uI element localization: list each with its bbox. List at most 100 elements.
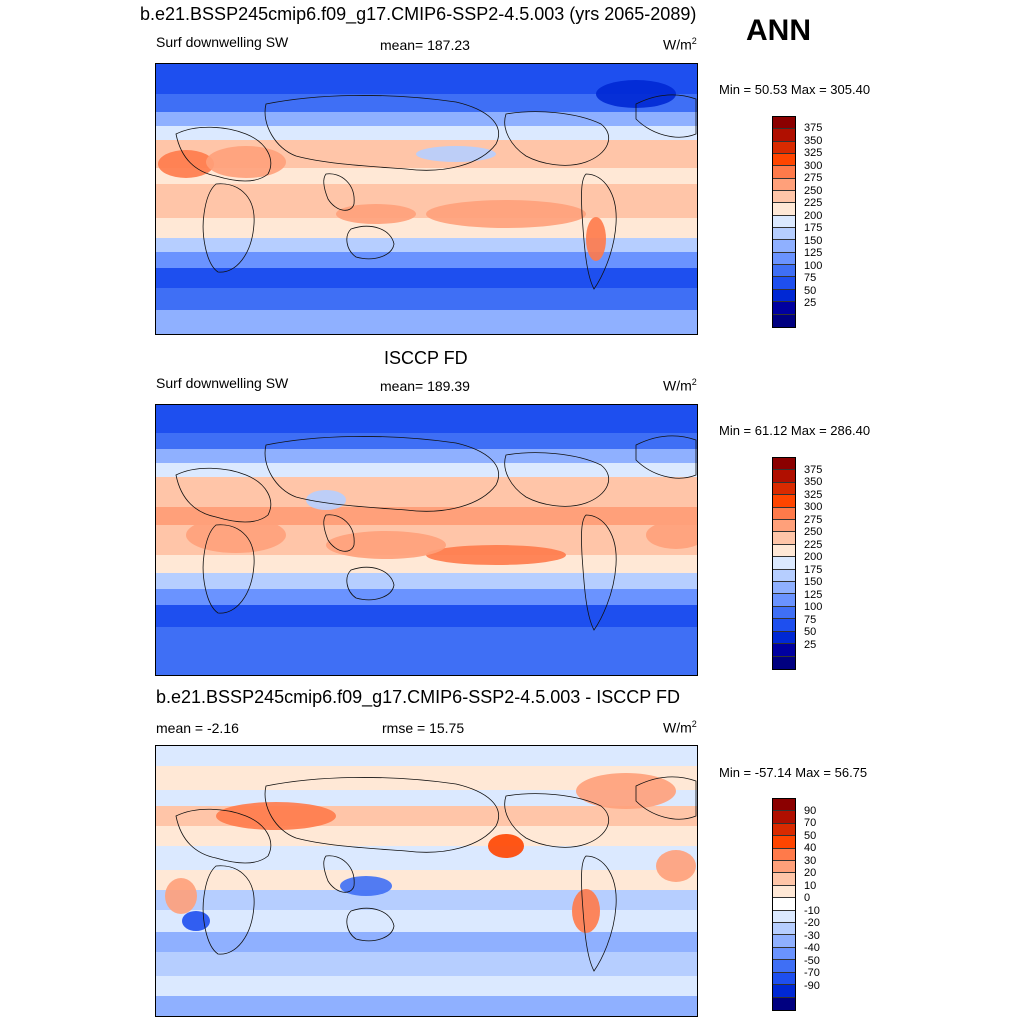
coastline (581, 514, 617, 631)
field-band (156, 890, 697, 910)
colorbar-swatch (773, 947, 795, 961)
field-band (156, 405, 697, 433)
panel3-units: W/m2 (663, 719, 697, 736)
colorbar-tick-label: 350 (804, 476, 823, 489)
field-contour (182, 911, 210, 931)
field-contour (416, 146, 496, 162)
panel2-title: ISCCP FD (384, 348, 468, 368)
colorbar-tick-label: 350 (804, 134, 823, 147)
field-contour (336, 204, 416, 224)
field-band (156, 184, 697, 218)
colorbar-tick-label: 50 (804, 284, 817, 297)
field-band (156, 996, 697, 1016)
colorbar-tick-label: 50 (804, 829, 817, 842)
colorbar-tick-label: 225 (804, 538, 823, 551)
colorbar-swatch (773, 811, 795, 824)
colorbar-swatch (773, 836, 795, 849)
colorbar-swatch (773, 960, 795, 973)
colorbar-tick-label: 250 (804, 526, 823, 539)
colorbar-swatch (773, 228, 795, 241)
coastline (635, 435, 697, 479)
colorbar-tick-label: 375 (804, 122, 823, 135)
colorbar-swatch (773, 482, 795, 496)
colorbar-swatch (773, 997, 795, 1010)
colorbar-swatch (773, 898, 795, 911)
panel3-rmse-label: rmse = 15.75 (382, 720, 465, 736)
panel1-minmax: Min = 50.53 Max = 305.40 (719, 82, 871, 97)
coastline (264, 95, 499, 171)
colorbar-tick-label: -50 (804, 954, 820, 967)
colorbar-tick-label: 175 (804, 563, 823, 576)
colorbar-tick-label: 50 (804, 626, 817, 639)
panel3-minmax: Min = -57.14 Max = 56.75 (719, 765, 868, 780)
field-contour (572, 889, 600, 933)
colorbar-tick-label: 175 (804, 222, 823, 235)
field-band (156, 826, 697, 846)
field-band (156, 932, 697, 952)
colorbar-swatch (773, 470, 795, 483)
field-band (156, 976, 697, 996)
colorbar-swatch (773, 644, 795, 657)
field-band (156, 168, 697, 184)
coastline (202, 183, 255, 273)
colorbar-swatch (773, 129, 795, 142)
field-band (156, 555, 697, 573)
coastline (346, 566, 395, 601)
field-band (156, 252, 697, 268)
colorbar-swatch (773, 507, 795, 521)
colorbar-swatch (773, 314, 795, 327)
colorbar-tick-label: 125 (804, 588, 823, 601)
colorbar-swatch (773, 619, 795, 632)
colorbar-tick-label: 325 (804, 147, 823, 160)
panel2-units: W/m2 (663, 377, 697, 394)
colorbar-tick-label: 325 (804, 488, 823, 501)
field-band (156, 94, 697, 112)
colorbar-swatch (773, 520, 795, 533)
colorbar-swatch (773, 885, 795, 899)
field-contour (646, 521, 697, 549)
colorbar-swatch (773, 873, 795, 886)
coastline (323, 173, 355, 211)
field-band (156, 589, 697, 605)
colorbar-swatch (773, 582, 795, 595)
colorbar-swatch (773, 117, 795, 130)
coastline (175, 126, 272, 182)
figure-title: b.e21.BSSP245cmip6.f09_g17.CMIP6-SSP2-4.… (140, 4, 697, 24)
colorbar-tick-label: 0 (804, 892, 811, 905)
coastline (264, 777, 499, 853)
colorbar-swatch (773, 823, 795, 837)
colorbar-swatch (773, 215, 795, 229)
field-contour (576, 773, 676, 809)
coastline (581, 855, 617, 972)
colorbar-tick-label: 300 (804, 159, 823, 172)
coastline (635, 94, 697, 138)
colorbar-tick-label: 25 (804, 297, 817, 310)
coastline (346, 225, 395, 260)
field-contour (656, 850, 696, 882)
colorbar-tick-label: -30 (804, 929, 820, 942)
panel1-variable-label: Surf downwelling SW (156, 34, 289, 50)
field-contour (586, 217, 606, 261)
panel3-map (155, 745, 698, 1017)
colorbar-swatch (773, 191, 795, 204)
season-label: ANN (746, 14, 811, 47)
colorbar-swatch (773, 302, 795, 315)
panel1-mean-label: mean= 187.23 (380, 37, 470, 53)
colorbar-tick-label: 250 (804, 184, 823, 197)
field-band (156, 746, 697, 766)
colorbar-tick-label: 275 (804, 513, 823, 526)
field-contour (216, 802, 336, 830)
field-contour (326, 531, 446, 559)
colorbar-tick-label: 150 (804, 576, 823, 589)
field-band (156, 790, 697, 806)
colorbar-swatch (773, 861, 795, 874)
colorbar-swatch (773, 923, 795, 936)
field-band (156, 605, 697, 627)
field-contour (306, 490, 346, 510)
colorbar-tick-label: 125 (804, 247, 823, 260)
field-band (156, 238, 697, 252)
panel1-map (155, 63, 698, 335)
field-band (156, 268, 697, 288)
colorbar-swatch (773, 458, 795, 471)
coastline (635, 776, 697, 820)
